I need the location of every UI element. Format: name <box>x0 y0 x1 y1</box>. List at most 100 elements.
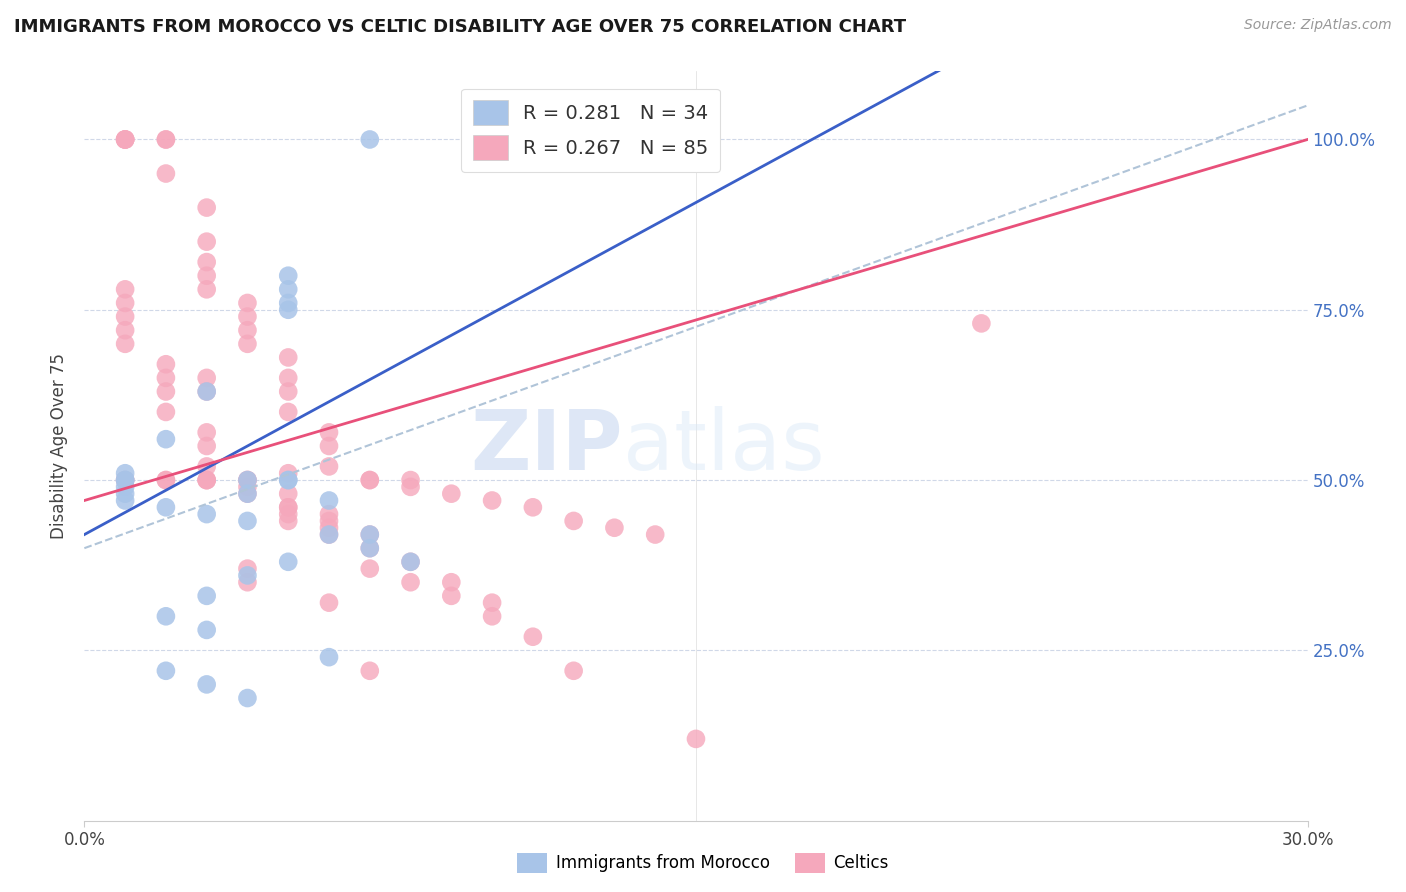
Point <box>277 473 299 487</box>
Point <box>236 561 259 575</box>
Point <box>236 486 259 500</box>
Point <box>562 664 585 678</box>
Point <box>195 235 218 249</box>
Point <box>277 555 299 569</box>
Point <box>481 609 503 624</box>
Point <box>114 323 136 337</box>
Point <box>195 425 218 440</box>
Point <box>440 486 463 500</box>
Point <box>359 527 381 541</box>
Point <box>277 296 299 310</box>
Point <box>195 459 218 474</box>
Point <box>318 493 340 508</box>
Point <box>318 527 340 541</box>
Point <box>114 282 136 296</box>
Point <box>195 384 218 399</box>
Point <box>318 425 340 440</box>
Point <box>155 664 177 678</box>
Point <box>195 384 218 399</box>
Point <box>195 589 218 603</box>
Point <box>277 351 299 365</box>
Point <box>114 486 136 500</box>
Point <box>359 473 381 487</box>
Point <box>236 568 259 582</box>
Point <box>318 527 340 541</box>
Point <box>155 132 177 146</box>
Point <box>236 473 259 487</box>
Point <box>236 480 259 494</box>
Point <box>114 132 136 146</box>
Point <box>236 296 259 310</box>
Point <box>359 541 381 556</box>
Point <box>195 473 218 487</box>
Point <box>114 296 136 310</box>
Point <box>359 132 381 146</box>
Point <box>318 459 340 474</box>
Point <box>562 514 585 528</box>
Point <box>155 132 177 146</box>
Point <box>481 596 503 610</box>
Point <box>318 596 340 610</box>
Point <box>114 336 136 351</box>
Point <box>277 384 299 399</box>
Point <box>359 561 381 575</box>
Text: Source: ZipAtlas.com: Source: ZipAtlas.com <box>1244 18 1392 32</box>
Point <box>277 500 299 515</box>
Point <box>440 589 463 603</box>
Point <box>236 310 259 324</box>
Point <box>155 609 177 624</box>
Point <box>277 486 299 500</box>
Point <box>359 527 381 541</box>
Point <box>318 514 340 528</box>
Point <box>277 500 299 515</box>
Point <box>970 317 993 331</box>
Point <box>114 473 136 487</box>
Text: IMMIGRANTS FROM MOROCCO VS CELTIC DISABILITY AGE OVER 75 CORRELATION CHART: IMMIGRANTS FROM MOROCCO VS CELTIC DISABI… <box>14 18 907 36</box>
Point <box>318 439 340 453</box>
Point <box>277 268 299 283</box>
Point <box>195 201 218 215</box>
Point <box>359 541 381 556</box>
Point <box>277 507 299 521</box>
Point <box>114 473 136 487</box>
Point <box>155 405 177 419</box>
Point <box>236 323 259 337</box>
Point <box>114 467 136 481</box>
Text: ZIP: ZIP <box>470 406 623 486</box>
Point <box>277 473 299 487</box>
Point <box>195 473 218 487</box>
Point <box>644 527 666 541</box>
Point <box>114 473 136 487</box>
Y-axis label: Disability Age Over 75: Disability Age Over 75 <box>51 353 69 539</box>
Point <box>277 405 299 419</box>
Point <box>114 473 136 487</box>
Point <box>685 731 707 746</box>
Legend: R = 0.281   N = 34, R = 0.267   N = 85: R = 0.281 N = 34, R = 0.267 N = 85 <box>461 88 720 171</box>
Point <box>277 282 299 296</box>
Point <box>236 514 259 528</box>
Point <box>481 493 503 508</box>
Point <box>155 473 177 487</box>
Point <box>236 473 259 487</box>
Point <box>277 371 299 385</box>
Point <box>114 310 136 324</box>
Point <box>195 439 218 453</box>
Point <box>277 514 299 528</box>
Point <box>195 507 218 521</box>
Point <box>155 500 177 515</box>
Point <box>399 575 422 590</box>
Point <box>155 167 177 181</box>
Point <box>236 336 259 351</box>
Point <box>155 371 177 385</box>
Point <box>236 575 259 590</box>
Point <box>318 650 340 665</box>
Point <box>114 480 136 494</box>
Point <box>522 500 544 515</box>
Point <box>155 384 177 399</box>
Point <box>114 493 136 508</box>
Point <box>195 282 218 296</box>
Point <box>195 268 218 283</box>
Point <box>522 630 544 644</box>
Point <box>114 132 136 146</box>
Point <box>399 473 422 487</box>
